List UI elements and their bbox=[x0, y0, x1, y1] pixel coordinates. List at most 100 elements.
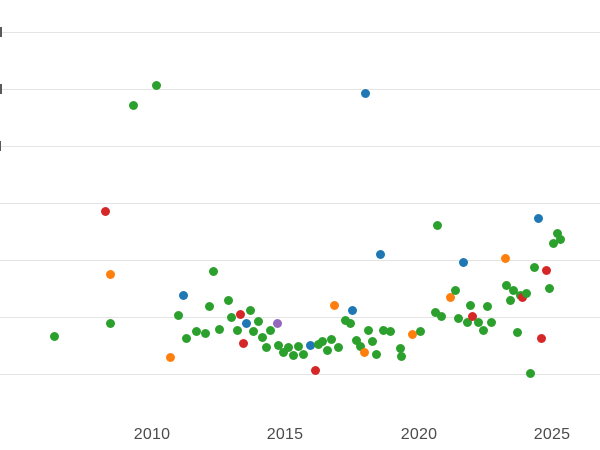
data-point-green bbox=[552, 228, 562, 238]
y-tick-label-fragment bbox=[0, 141, 1, 151]
data-point-green bbox=[415, 326, 425, 336]
data-point-green bbox=[512, 327, 522, 337]
data-point-blue bbox=[375, 249, 385, 259]
data-point-green bbox=[105, 318, 115, 328]
data-point-orange bbox=[445, 292, 455, 302]
data-point-blue bbox=[458, 257, 468, 267]
data-point-blue bbox=[360, 88, 370, 98]
data-point-green bbox=[363, 325, 373, 335]
data-point-purple bbox=[272, 318, 282, 328]
data-point-green bbox=[245, 305, 255, 315]
data-point-red bbox=[235, 309, 245, 319]
data-point-red bbox=[100, 206, 110, 216]
data-point-orange bbox=[165, 352, 175, 362]
x-tick-label-2015: 2015 bbox=[266, 426, 304, 443]
data-point-orange bbox=[105, 269, 115, 279]
data-point-blue bbox=[533, 213, 543, 223]
data-point-green bbox=[555, 234, 565, 244]
data-point-green bbox=[367, 336, 377, 346]
data-point-orange bbox=[329, 300, 339, 310]
data-point-green bbox=[436, 311, 446, 321]
data-point-green bbox=[232, 325, 242, 335]
data-point-green bbox=[248, 326, 258, 336]
data-point-green bbox=[478, 325, 488, 335]
data-point-green bbox=[486, 317, 496, 327]
data-point-green bbox=[482, 301, 492, 311]
data-point-green bbox=[322, 345, 332, 355]
y-tick-label-fragment bbox=[0, 27, 2, 37]
data-point-orange bbox=[359, 347, 369, 357]
data-point-green bbox=[283, 342, 293, 352]
data-point-green bbox=[351, 335, 361, 345]
data-point-green bbox=[261, 342, 271, 352]
data-point-blue bbox=[178, 290, 188, 300]
data-point-green bbox=[355, 341, 365, 351]
data-point-green bbox=[214, 324, 224, 334]
data-point-green bbox=[453, 313, 463, 323]
data-point-green bbox=[521, 288, 531, 298]
data-point-green bbox=[430, 307, 440, 317]
data-point-green bbox=[544, 283, 554, 293]
data-point-green bbox=[450, 285, 460, 295]
data-point-green bbox=[340, 315, 350, 325]
data-point-red bbox=[467, 311, 477, 321]
data-point-orange bbox=[407, 329, 417, 339]
data-point-green bbox=[333, 342, 343, 352]
x-tick-label-2025: 2025 bbox=[533, 426, 571, 443]
gridline bbox=[0, 260, 600, 261]
data-point-green bbox=[326, 334, 336, 344]
x-tick-label-2020: 2020 bbox=[400, 426, 438, 443]
data-point-blue bbox=[241, 318, 251, 328]
data-point-green bbox=[278, 347, 288, 357]
data-point-green bbox=[151, 80, 161, 90]
data-point-green bbox=[298, 349, 308, 359]
data-point-green bbox=[529, 262, 539, 272]
data-point-orange bbox=[500, 253, 510, 263]
data-point-green bbox=[208, 266, 218, 276]
data-point-green bbox=[223, 295, 233, 305]
x-tick-label-2010: 2010 bbox=[133, 426, 171, 443]
data-point-green bbox=[473, 317, 483, 327]
data-point-green bbox=[173, 310, 183, 320]
data-point-red bbox=[541, 265, 551, 275]
data-point-green bbox=[200, 328, 210, 338]
data-point-green bbox=[396, 351, 406, 361]
data-point-green bbox=[49, 331, 59, 341]
data-point-green bbox=[288, 350, 298, 360]
gridline bbox=[0, 374, 600, 375]
data-point-green bbox=[293, 341, 303, 351]
data-point-green bbox=[265, 325, 275, 335]
data-point-green bbox=[508, 285, 518, 295]
data-point-blue bbox=[305, 340, 315, 350]
data-point-green bbox=[226, 312, 236, 322]
data-point-green bbox=[345, 318, 355, 328]
gridline bbox=[0, 89, 600, 90]
data-point-green bbox=[465, 300, 475, 310]
data-point-green bbox=[462, 317, 472, 327]
data-point-green bbox=[501, 280, 511, 290]
data-point-green bbox=[371, 349, 381, 359]
data-point-green bbox=[525, 368, 535, 378]
gridline bbox=[0, 32, 600, 33]
data-point-green bbox=[257, 332, 267, 342]
data-point-green bbox=[204, 301, 214, 311]
y-tick-label-fragment bbox=[0, 84, 2, 94]
data-point-blue bbox=[347, 305, 357, 315]
gridline bbox=[0, 317, 600, 318]
gridline bbox=[0, 146, 600, 147]
data-point-green bbox=[253, 316, 263, 326]
data-point-green bbox=[395, 343, 405, 353]
data-point-red bbox=[310, 365, 320, 375]
data-point-green bbox=[128, 100, 138, 110]
data-point-red bbox=[517, 292, 527, 302]
data-point-green bbox=[505, 295, 515, 305]
gridline bbox=[0, 203, 600, 204]
data-point-green bbox=[432, 220, 442, 230]
data-point-red bbox=[536, 333, 546, 343]
data-point-green bbox=[378, 325, 388, 335]
data-point-green bbox=[385, 326, 395, 336]
data-point-green bbox=[548, 238, 558, 248]
data-point-green bbox=[191, 326, 201, 336]
data-point-red bbox=[238, 338, 248, 348]
